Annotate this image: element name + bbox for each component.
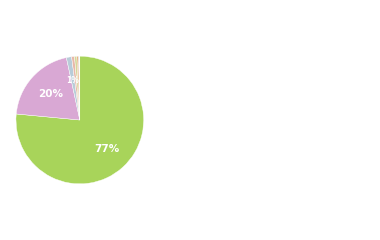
Text: 1%: 1% <box>66 77 79 85</box>
Wedge shape <box>16 56 144 184</box>
Legend: Centre for Biodiversity
Genomics [521], Canadian Centre for DNA
Barcoding [137],: Centre for Biodiversity Genomics [521], … <box>164 33 314 207</box>
Wedge shape <box>79 56 80 120</box>
Wedge shape <box>16 58 80 120</box>
Wedge shape <box>79 56 80 120</box>
Text: 77%: 77% <box>94 144 119 154</box>
Wedge shape <box>66 57 80 120</box>
Wedge shape <box>71 56 80 120</box>
Text: 20%: 20% <box>38 89 63 99</box>
Wedge shape <box>77 56 80 120</box>
Wedge shape <box>74 56 80 120</box>
